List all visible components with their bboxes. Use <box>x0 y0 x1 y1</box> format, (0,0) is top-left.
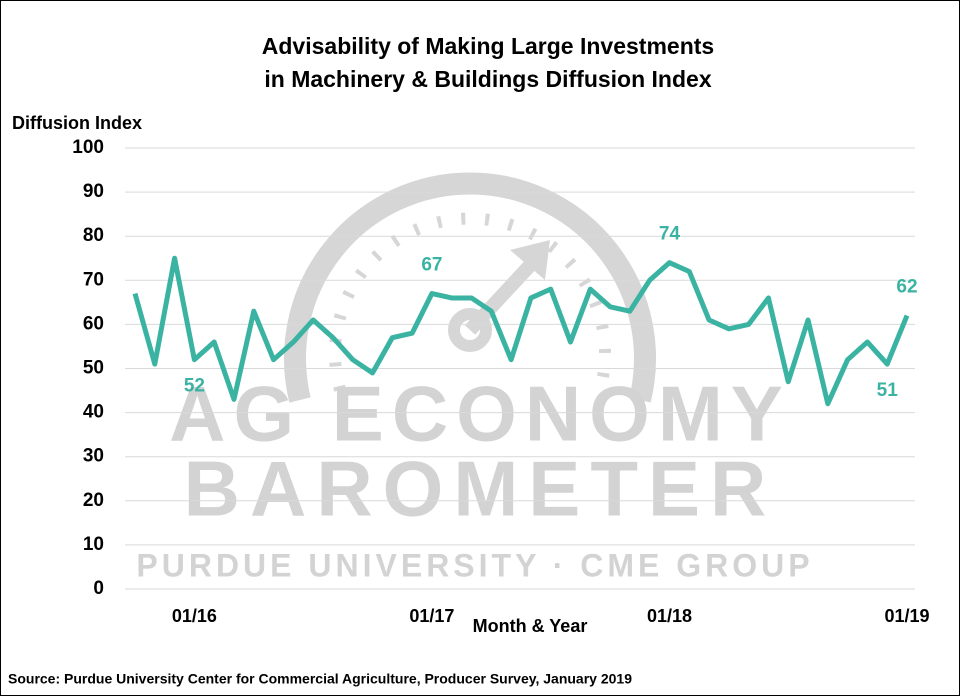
x-tick-label: 01/16 <box>172 606 217 626</box>
watermark-text: PURDUE UNIVERSITY · CME GROUP <box>136 547 813 583</box>
watermark-text: AG ECONOMY <box>169 370 791 458</box>
y-tick-label: 30 <box>83 446 104 467</box>
x-tick-label: 01/19 <box>884 606 929 626</box>
data-line <box>132 255 910 407</box>
chart-title: in Machinery & Buildings Diffusion Index <box>264 66 711 92</box>
data-label: 62 <box>896 277 917 298</box>
data-label: 74 <box>659 224 681 245</box>
y-axis-title: Diffusion Index <box>12 113 142 133</box>
data-label: 67 <box>421 255 442 276</box>
source-note: Source: Purdue University Center for Com… <box>8 671 632 687</box>
y-tick-label: 60 <box>83 313 104 334</box>
y-tick-label: 50 <box>83 358 104 379</box>
x-tick-label: 01/18 <box>647 606 692 626</box>
x-tick-label: 01/17 <box>409 606 454 626</box>
y-tick-label: 20 <box>83 490 104 511</box>
y-tick-label: 70 <box>83 269 104 290</box>
data-label: 52 <box>184 376 205 397</box>
x-axis-title: Month & Year <box>473 616 588 636</box>
y-tick-label: 10 <box>83 534 104 555</box>
y-tick-label: 90 <box>83 181 104 202</box>
y-tick-label: 0 <box>93 578 104 599</box>
y-tick-label: 80 <box>83 225 104 246</box>
watermark-text: BAROMETER <box>184 445 777 533</box>
y-tick-label: 40 <box>83 402 104 423</box>
chart-title: Advisability of Making Large Investments <box>262 33 714 59</box>
data-label: 51 <box>877 380 899 401</box>
y-tick-label: 100 <box>72 137 104 158</box>
